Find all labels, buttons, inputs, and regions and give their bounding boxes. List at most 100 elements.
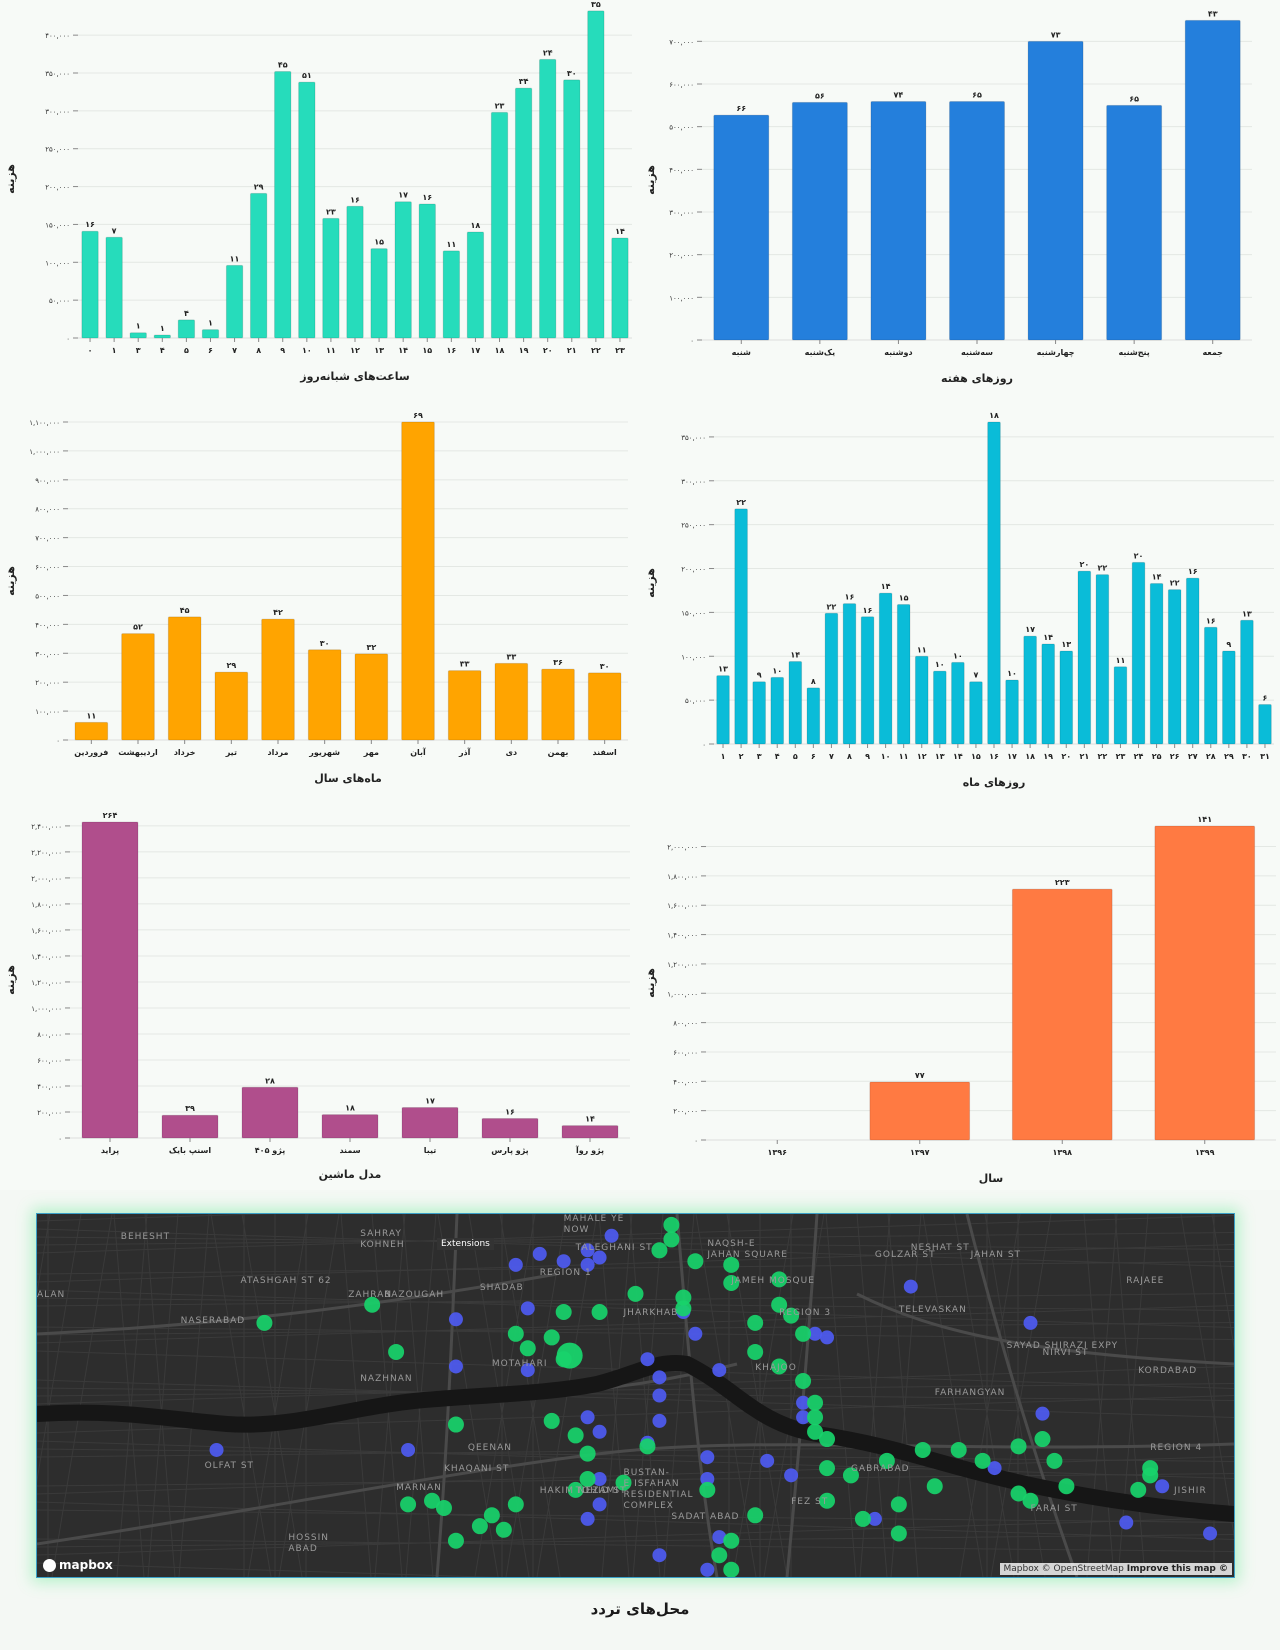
x-tick-label: تیبا bbox=[424, 1146, 437, 1155]
location-point-blue bbox=[760, 1453, 775, 1468]
x-tick-label: ۲۲ bbox=[1098, 752, 1108, 761]
location-point-green bbox=[567, 1481, 584, 1498]
bar bbox=[1258, 704, 1272, 745]
location-point-green bbox=[723, 1561, 740, 1577]
data-label: ۱۵ bbox=[899, 593, 909, 602]
y-tick-label: ۵۰۰,۰۰۰ bbox=[35, 592, 60, 600]
y-tick-label: ۱۰۰,۰۰۰ bbox=[669, 294, 694, 302]
bar bbox=[1077, 570, 1092, 745]
street bbox=[1086, 1214, 1118, 1577]
y-tick-label: ۰ bbox=[690, 337, 694, 345]
y-axis-title: هزینه bbox=[4, 566, 17, 596]
map-attribution[interactable]: Mapbox © OpenStreetMap Improve this map … bbox=[999, 1563, 1232, 1575]
location-point-blue bbox=[1119, 1515, 1134, 1530]
x-tick-label: بهمن bbox=[548, 748, 569, 757]
data-label: ۱۴ bbox=[790, 651, 800, 660]
traffic-map[interactable]: Extensions mapbox Mapbox © OpenStreetMap… bbox=[36, 1213, 1235, 1578]
street bbox=[37, 1379, 1234, 1418]
location-point-blue bbox=[580, 1243, 595, 1258]
street bbox=[953, 1214, 1015, 1577]
x-tick-label: ۱۷ bbox=[471, 346, 481, 355]
river bbox=[37, 1355, 1234, 1522]
bar bbox=[241, 1086, 299, 1139]
map-place-label: RAJAEE bbox=[1126, 1275, 1165, 1286]
map-place-label: BUSTAN- E ISFAHAN RESIDENTIAL COMPLEX bbox=[623, 1468, 694, 1512]
location-point-blue bbox=[580, 1511, 595, 1526]
bar bbox=[842, 603, 857, 745]
x-tick-label: ۱۳۹۶ bbox=[767, 1148, 787, 1157]
data-label: ۱۸ bbox=[989, 411, 999, 420]
location-point-green bbox=[579, 1470, 596, 1487]
location-point-green bbox=[783, 1307, 800, 1324]
attribution-text[interactable]: Mapbox © OpenStreetMap bbox=[1003, 1564, 1124, 1574]
data-label: ۱۴ bbox=[881, 582, 891, 591]
data-label: ۲۹ bbox=[226, 661, 236, 670]
map-canvas[interactable] bbox=[37, 1214, 1234, 1577]
y-tick-label: ۵۰۰,۰۰۰ bbox=[669, 124, 694, 132]
x-tick-label: ۰ bbox=[88, 346, 93, 355]
location-point-green bbox=[878, 1452, 895, 1469]
x-tick-label: ۹ bbox=[280, 346, 285, 355]
x-tick-label: ۲۱ bbox=[567, 346, 577, 355]
x-tick-label: اسفند bbox=[593, 748, 618, 757]
y-tick-label: ۶۰۰,۰۰۰ bbox=[673, 1049, 698, 1057]
map-place-label: REGION 4 bbox=[1150, 1442, 1203, 1453]
x-tick-label: پژو روآ bbox=[575, 1145, 604, 1155]
bar bbox=[307, 649, 342, 741]
data-label: ۸ bbox=[811, 677, 816, 686]
bar bbox=[770, 676, 785, 745]
map-place-label: Motahari bbox=[491, 1359, 548, 1370]
x-axis-title: روزهای ماه bbox=[963, 776, 1026, 789]
bar bbox=[932, 670, 947, 745]
y-tick-label: ۴۰۰,۰۰۰ bbox=[45, 32, 70, 40]
x-tick-label: ۱۰ bbox=[302, 346, 312, 355]
y-tick-label: ۷۰۰,۰۰۰ bbox=[35, 535, 60, 543]
data-label: ۳۰ bbox=[600, 662, 610, 671]
y-tick-label: ۲۰۰,۰۰۰ bbox=[669, 252, 694, 260]
x-tick-label: آذر bbox=[458, 747, 471, 757]
location-point-blue bbox=[1203, 1526, 1218, 1541]
x-tick-label: ۲۴ bbox=[1134, 752, 1144, 761]
location-point-green bbox=[771, 1271, 788, 1288]
map-place-label: SADAT ABAD bbox=[671, 1511, 740, 1522]
x-tick-label: ۳۰ bbox=[1242, 752, 1252, 761]
y-tick-label: ۱۵۰,۰۰۰ bbox=[45, 221, 70, 229]
street bbox=[241, 1214, 303, 1577]
data-label: ۵۶ bbox=[815, 91, 825, 100]
data-label: ۱۳ bbox=[718, 665, 728, 674]
data-label: ۱۱ bbox=[230, 254, 240, 263]
location-point-green bbox=[543, 1412, 560, 1429]
bar bbox=[442, 250, 461, 339]
hours-chart: ۰ ۵۰,۰۰۰ ۱۰۰,۰۰۰ ۱۵۰,۰۰۰ ۲۰۰,۰۰۰ ۲۵۰,۰۰۰ ۳۰۰,۰… bbox=[4, 0, 632, 383]
bar bbox=[466, 231, 485, 339]
location-point-green bbox=[926, 1478, 943, 1495]
y-tick-label: ۳۵۰,۰۰۰ bbox=[681, 434, 706, 442]
map-place-label: Neshat St bbox=[910, 1243, 970, 1254]
data-label: ۲۶۴ bbox=[103, 811, 118, 820]
location-point-green bbox=[819, 1492, 836, 1509]
x-tick-label: شنبه bbox=[732, 348, 751, 357]
x-tick-label: ۱۳۹۷ bbox=[910, 1148, 930, 1157]
street bbox=[37, 1326, 1234, 1340]
bar bbox=[225, 264, 244, 339]
improve-map-link[interactable]: Improve this map © bbox=[1126, 1564, 1228, 1574]
location-point-blue bbox=[580, 1410, 595, 1425]
y-tick-label: ۲۰۰,۰۰۰ bbox=[673, 1108, 698, 1116]
street bbox=[37, 1232, 1234, 1246]
mapbox-logo[interactable]: mapbox bbox=[43, 1558, 113, 1572]
location-point-green bbox=[699, 1481, 716, 1498]
street bbox=[247, 1214, 309, 1577]
map-place-label: TELEVASKAN bbox=[898, 1304, 967, 1315]
data-label: ۷ bbox=[973, 671, 978, 680]
bar bbox=[1131, 561, 1146, 745]
x-tick-label: مرداد bbox=[268, 748, 289, 757]
data-label: ۱۰ bbox=[935, 660, 945, 669]
extensions-chip[interactable]: Extensions bbox=[437, 1238, 494, 1250]
x-tick-label: ۱۳۹۸ bbox=[1052, 1148, 1072, 1157]
main-road bbox=[675, 1214, 719, 1577]
data-label: ۲۸ bbox=[265, 1076, 275, 1085]
map-place-label: Tohid St bbox=[575, 1486, 627, 1497]
location-point-blue bbox=[1155, 1479, 1170, 1494]
y-tick-label: ۶۰۰,۰۰۰ bbox=[37, 1057, 62, 1065]
x-tick-label: سمند bbox=[339, 1146, 360, 1155]
